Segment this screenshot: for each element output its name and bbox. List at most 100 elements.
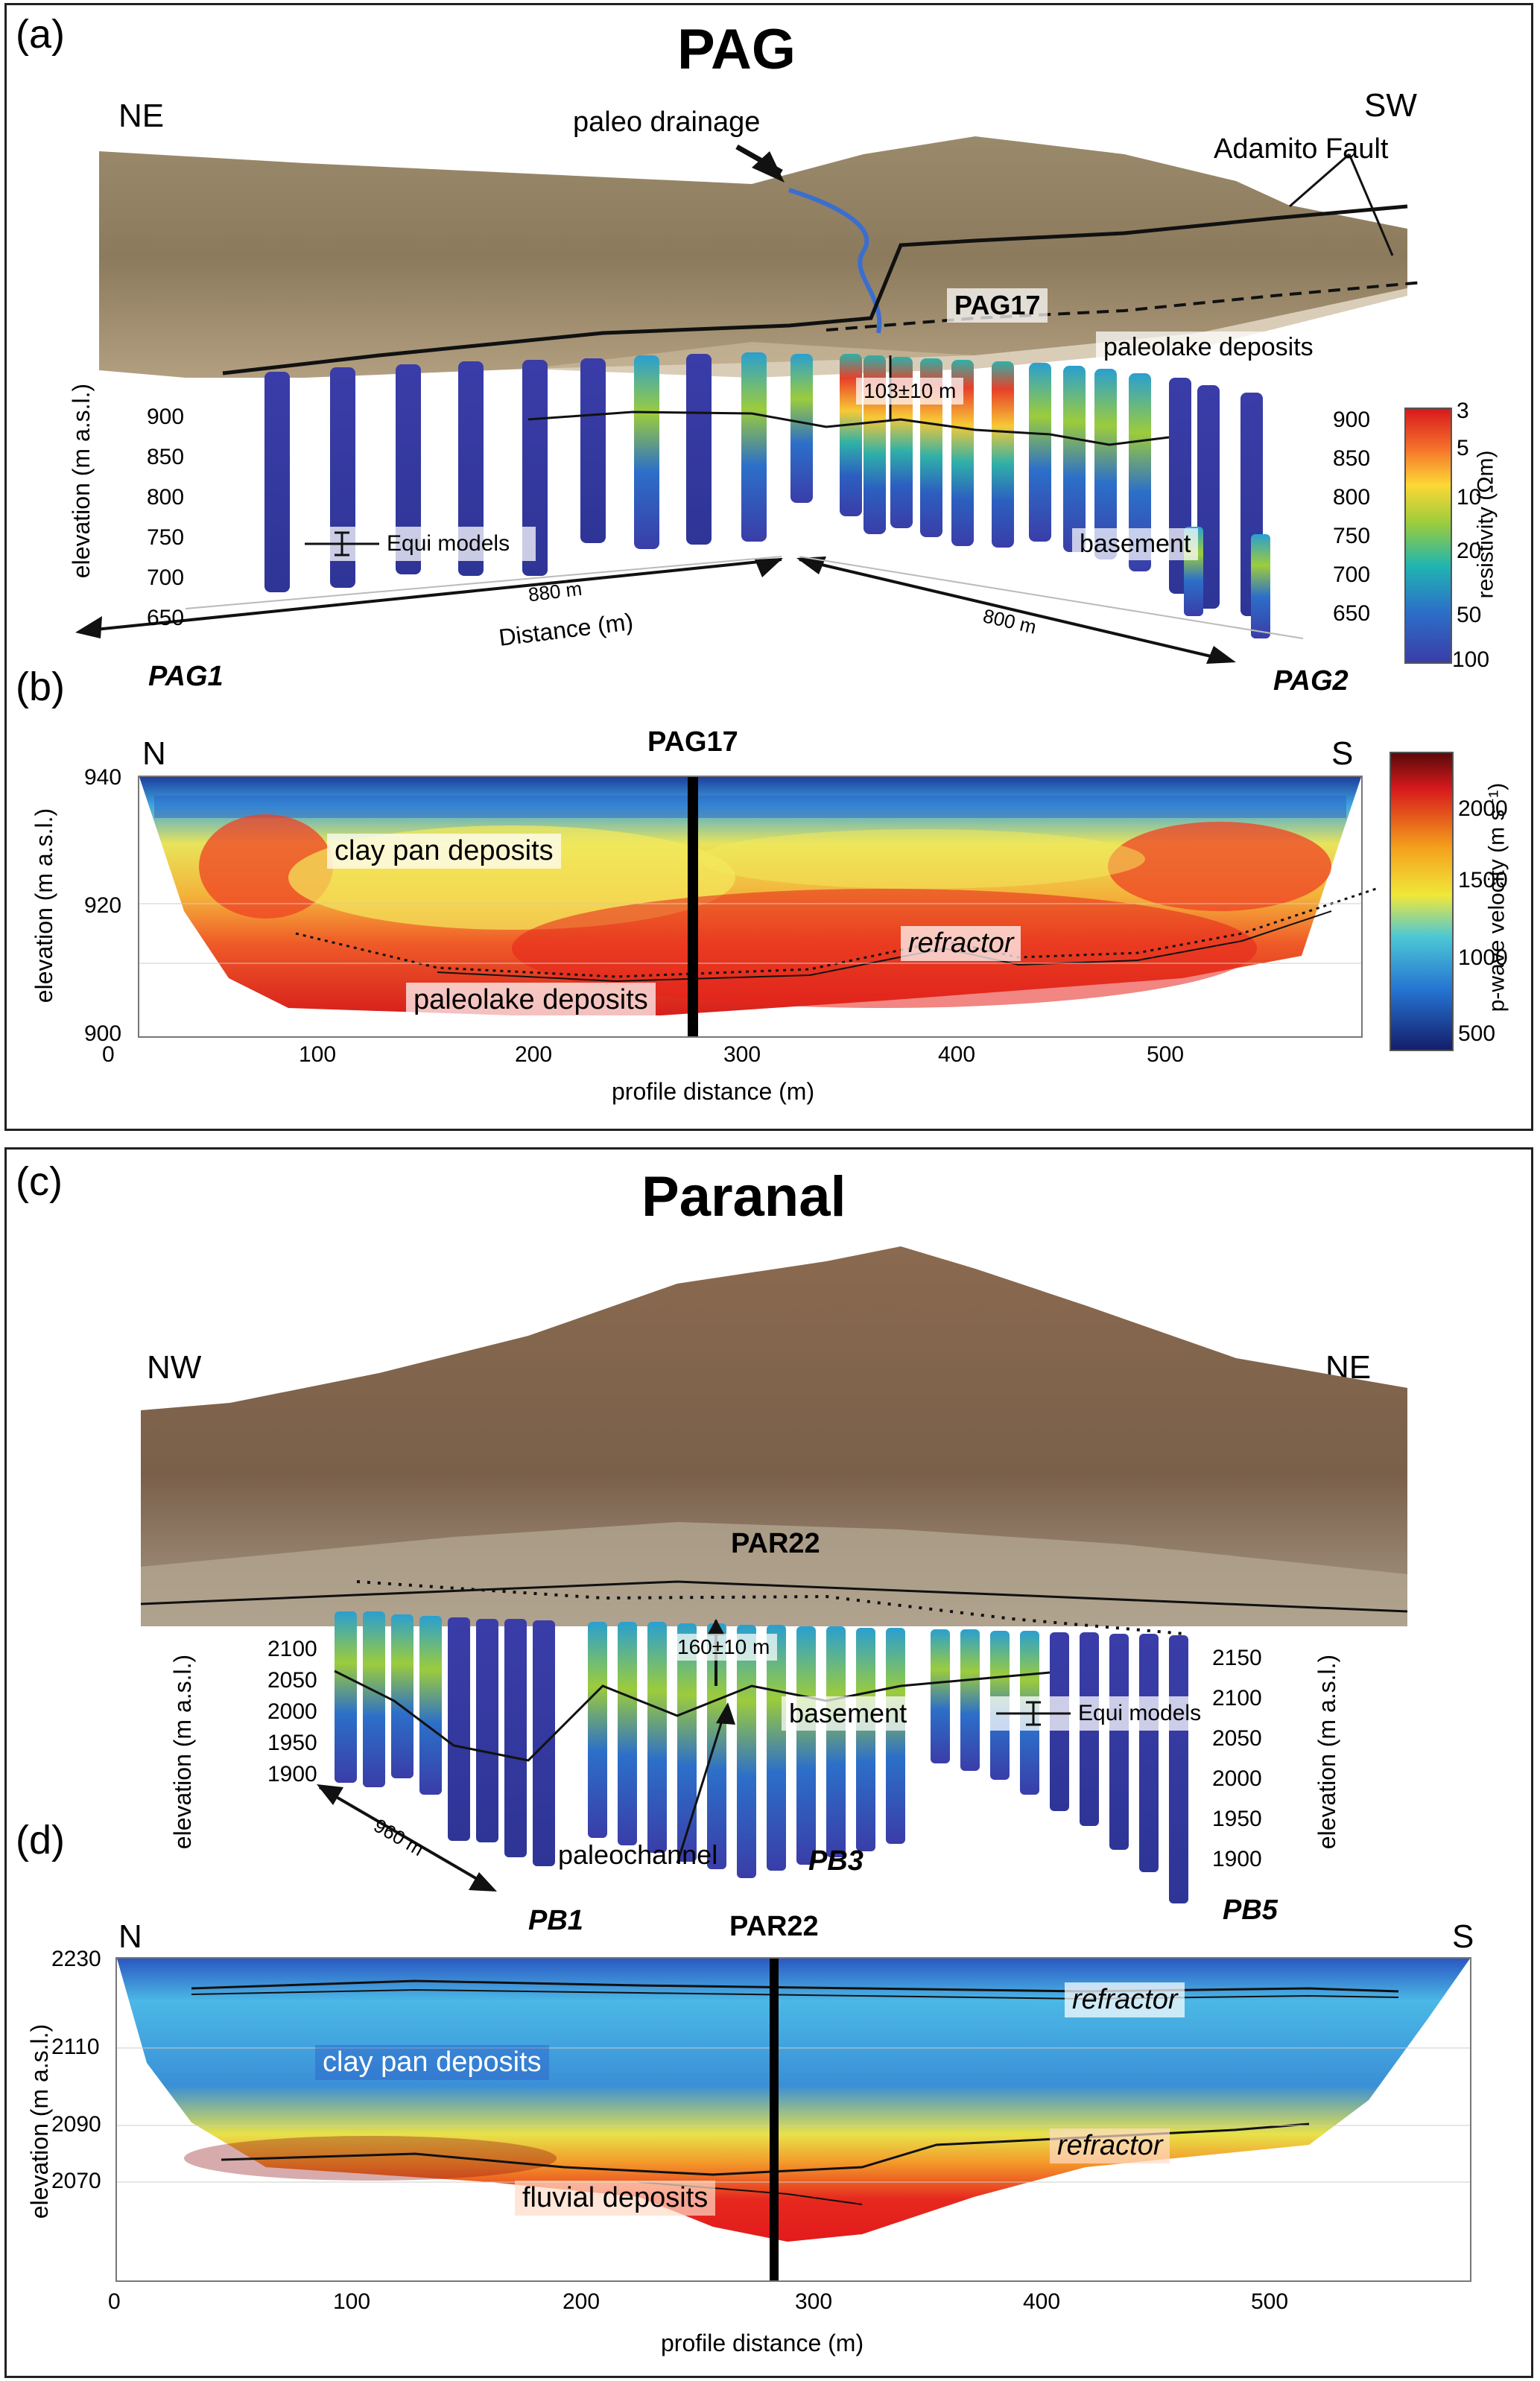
elev-tick: 750 [1333, 524, 1371, 548]
annotation-paleo-drainage: paleo drainage [573, 107, 761, 138]
elev-tick: 1950 [267, 1731, 317, 1755]
velocity-section-b [139, 777, 1377, 1036]
annotation-depth-par22: 160±10 m [670, 1634, 778, 1661]
profile-label-pag1: PAG1 [148, 661, 224, 692]
elev-tick: 850 [1333, 446, 1371, 471]
annotation-paleochannel: paleochannel [558, 1839, 718, 1870]
elev-tick: 1900 [267, 1762, 317, 1786]
elev-tick: 1900 [1212, 1847, 1262, 1871]
xtick: 0 [108, 2289, 121, 2314]
ytick: 2230 [51, 1947, 101, 1971]
site-label-pag17-b: PAG17 [647, 726, 738, 758]
direction-ne: NE [118, 98, 165, 134]
plot-frame-d [115, 1957, 1471, 2282]
elev-tick: 650 [1333, 601, 1371, 626]
direction-n-b: N [142, 735, 166, 772]
annotation-adamito-fault: Adamito Fault [1214, 133, 1389, 165]
profile-label-pb1: PB1 [528, 1905, 583, 1936]
ytick: 940 [84, 765, 122, 790]
vel-tick: 1500 [1458, 868, 1508, 893]
xtick: 300 [723, 1042, 761, 1067]
colorbar-resistivity [1404, 408, 1452, 664]
legend-equi-models-a: Equi models [297, 527, 536, 561]
vel-tick: 500 [1458, 1021, 1496, 1046]
elev-tick: 2100 [267, 1637, 317, 1661]
xtick: 500 [1147, 1042, 1185, 1067]
ytick: 2090 [51, 2112, 101, 2137]
elev-tick: 800 [1333, 485, 1371, 510]
ytick: 2110 [51, 2035, 100, 2059]
elev-tick: 900 [147, 405, 185, 429]
panel-pag: (a) PAG NE SW paleo drainage Adamito Fau… [4, 3, 1533, 1131]
res-tick: 100 [1452, 647, 1490, 672]
colorbar-velocity-label: p-wave velocity (m s⁻¹) [1484, 782, 1509, 1012]
colorbar-velocity [1390, 752, 1454, 1051]
elev-tick: 2000 [1212, 1766, 1262, 1791]
columns-pb5 [931, 1629, 1188, 1903]
annotation-fluvial-d: fluvial deposits [515, 2181, 716, 2216]
velocity-section-d [117, 1959, 1470, 2280]
axis-label-elevation-c-right: elevation (m a.s.l.) [1314, 1654, 1341, 1850]
legend-equi-models-label-c: Equi models [1078, 1701, 1202, 1725]
vel-tick: 1000 [1458, 945, 1508, 970]
panel-label-d: (d) [16, 1818, 65, 1862]
direction-n-d: N [118, 1918, 142, 1955]
elev-tick: 900 [1333, 408, 1371, 432]
annotation-clay-pan-d: clay pan deposits [315, 2045, 549, 2080]
site-label-par22: PAR22 [731, 1528, 820, 1559]
annotation-basement-a: basement [1072, 528, 1199, 560]
res-tick: 20 [1457, 539, 1482, 563]
xtick: 300 [795, 2289, 833, 2314]
axis-label-elevation-a: elevation (m a.s.l.) [68, 383, 95, 579]
elev-tick: 1950 [1212, 1807, 1262, 1831]
res-tick: 10 [1457, 485, 1482, 510]
legend-equi-models-c: Equi models [989, 1696, 1227, 1731]
ytick: 920 [84, 893, 122, 918]
res-tick: 50 [1457, 603, 1482, 627]
annotation-paleolake-deposits-a: paleolake deposits [1096, 332, 1321, 364]
columns-pb1 [335, 1611, 555, 1866]
profile-label-pb3: PB3 [808, 1845, 864, 1877]
annotation-refractor-bottom-d: refractor [1050, 2128, 1170, 2163]
site-label-par22-d: PAR22 [729, 1911, 819, 1942]
res-tick: 3 [1457, 399, 1469, 423]
direction-s-d: S [1452, 1918, 1474, 1955]
elev-tick: 2100 [1212, 1686, 1262, 1711]
axis-label-elevation-b: elevation (m a.s.l.) [31, 808, 58, 1004]
xtick: 0 [102, 1042, 115, 1067]
annotation-depth-pag17: 103±10 m [856, 378, 964, 405]
elev-tick: 2050 [1212, 1726, 1262, 1751]
xtick: 100 [333, 2289, 371, 2314]
panel-title-pag: PAG [677, 18, 796, 81]
site-label-pag17: PAG17 [947, 288, 1048, 323]
panel-title-paranal: Paranal [641, 1165, 846, 1228]
xtick: 400 [938, 1042, 976, 1067]
annotation-clay-pan-b: clay pan deposits [327, 834, 561, 869]
elev-tick: 700 [1333, 562, 1371, 587]
terrain-3d-paranal [140, 1246, 1408, 1635]
annotation-paleolake-b: paleolake deposits [406, 983, 656, 1018]
axis-label-distance-d: profile distance (m) [661, 2330, 864, 2356]
vel-tick: 2000 [1458, 796, 1508, 821]
elev-tick: 700 [147, 565, 185, 590]
annotation-refractor-b: refractor [901, 926, 1021, 961]
direction-s-b: S [1331, 735, 1354, 772]
panel-label-a: (a) [16, 12, 65, 57]
axis-label-elevation-c-left: elevation (m a.s.l.) [169, 1654, 197, 1850]
elev-tick: 750 [147, 525, 185, 550]
xtick: 200 [515, 1042, 553, 1067]
ytick: 900 [84, 1021, 122, 1046]
xtick: 100 [299, 1042, 337, 1067]
elev-tick: 650 [147, 606, 185, 630]
columns-pb3 [588, 1622, 905, 1878]
plot-frame-b [138, 776, 1377, 1038]
annotation-refractor-top-d: refractor [1065, 1982, 1185, 2017]
columns-pag2-line [790, 354, 1270, 638]
ytick: 2070 [51, 2169, 101, 2193]
elev-tick: 2050 [267, 1668, 317, 1693]
xtick: 200 [563, 2289, 601, 2314]
elev-tick: 850 [147, 445, 185, 469]
colorbar-resistivity-label: resistivity (Ωm) [1473, 450, 1498, 599]
elev-tick: 2150 [1212, 1646, 1262, 1670]
panel-paranal: (c) Paranal NW NE PAR22 [4, 1147, 1533, 2378]
